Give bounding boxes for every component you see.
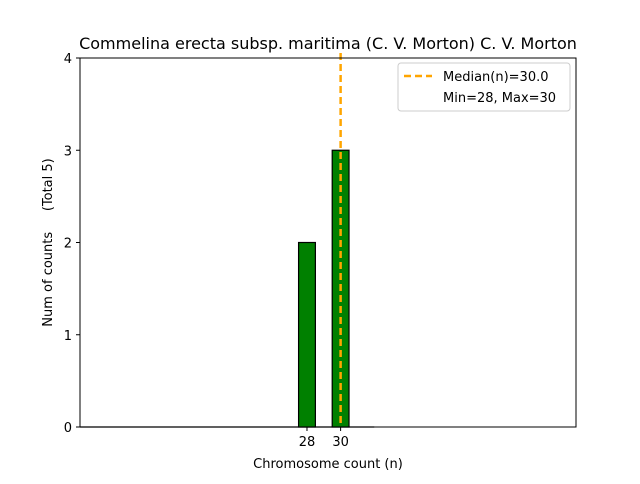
x-tick-label-30: 30 <box>332 435 349 450</box>
chart-title: Commelina erecta subsp. maritima (C. V. … <box>79 34 577 53</box>
y-tick-label-0: 0 <box>64 421 72 436</box>
y-axis: 0 1 2 3 4 <box>64 52 80 436</box>
y-tick-label-2: 2 <box>64 237 72 252</box>
y-tick-label-3: 3 <box>64 144 72 159</box>
legend-median-label: Median(n)=30.0 <box>443 70 549 85</box>
y-tick-label-1: 1 <box>64 329 72 344</box>
y-tick-label-4: 4 <box>64 52 72 67</box>
x-axis-label: Chromosome count (n) <box>253 457 403 472</box>
x-axis: 28 30 <box>299 427 349 450</box>
legend-minmax-label: Min=28, Max=30 <box>443 91 556 106</box>
bar-28 <box>297 241 316 428</box>
y-axis-label: Num of counts (Total 5) <box>41 158 56 326</box>
legend-box <box>397 62 571 112</box>
x-tick-label-28: 28 <box>299 435 316 450</box>
legend: Median(n)=30.0 Min=28, Max=30 <box>397 62 571 112</box>
